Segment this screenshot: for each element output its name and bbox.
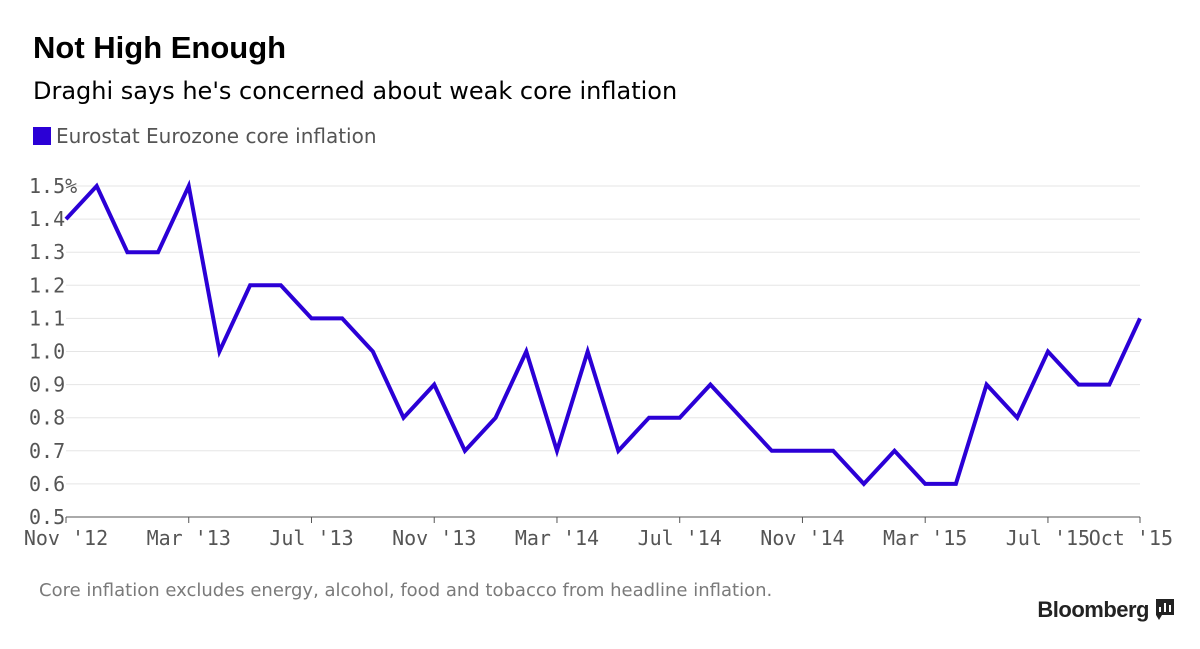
x-tick-label: Nov '14 — [760, 526, 844, 550]
data-point — [371, 350, 375, 354]
y-tick-label: 0.6 — [29, 472, 65, 496]
x-tick-label: Oct '15 — [1089, 526, 1173, 550]
x-tick-label: Jul '14 — [638, 526, 722, 550]
legend-swatch — [33, 127, 51, 145]
data-point — [95, 184, 99, 188]
footnote: Core inflation excludes energy, alcohol,… — [39, 580, 773, 601]
x-tick-label: Mar '14 — [515, 526, 599, 550]
data-point — [1015, 416, 1019, 420]
data-point — [1077, 383, 1081, 387]
y-tick-label: 1.4 — [29, 207, 65, 231]
data-point — [402, 416, 406, 420]
data-point — [862, 482, 866, 486]
y-tick-label: 0.8 — [29, 406, 65, 430]
x-tick-label: Mar '13 — [147, 526, 231, 550]
data-point — [770, 449, 774, 453]
data-point — [248, 283, 252, 287]
source-attribution: Bloomberg — [1037, 597, 1174, 623]
data-point — [678, 416, 682, 420]
source-label: Bloomberg — [1037, 597, 1149, 622]
x-tick-label: Jul '15 — [1006, 526, 1090, 550]
data-point — [340, 316, 344, 320]
x-tick-label: Nov '13 — [392, 526, 476, 550]
data-point — [616, 449, 620, 453]
data-point — [647, 416, 651, 420]
data-point — [893, 449, 897, 453]
x-tick-label: Mar '15 — [883, 526, 967, 550]
x-tick-label: Nov '12 — [24, 526, 108, 550]
legend: Eurostat Eurozone core inflation — [33, 124, 377, 148]
data-point — [217, 350, 221, 354]
data-point — [1046, 350, 1050, 354]
data-point — [524, 350, 528, 354]
data-point — [923, 482, 927, 486]
y-tick-label: 0.9 — [29, 373, 65, 397]
data-point — [309, 316, 313, 320]
bloomberg-logo-icon — [1156, 599, 1174, 620]
data-point — [954, 482, 958, 486]
chart-subtitle: Draghi says he's concerned about weak co… — [33, 77, 678, 105]
y-tick-label: 0.5 — [29, 505, 65, 529]
chart-title: Not High Enough — [33, 30, 287, 65]
data-point — [586, 350, 590, 354]
data-point — [187, 184, 191, 188]
data-point — [125, 250, 129, 254]
y-tick-label: 1.1 — [29, 306, 65, 330]
data-point — [494, 416, 498, 420]
y-tick-label: 1.2 — [29, 273, 65, 297]
data-point — [432, 383, 436, 387]
data-point — [1138, 316, 1142, 320]
data-point — [708, 383, 712, 387]
legend-label: Eurostat Eurozone core inflation — [56, 124, 377, 148]
y-tick-label: 1.5% — [29, 174, 77, 198]
data-point — [279, 283, 283, 287]
data-point — [555, 449, 559, 453]
data-point — [739, 416, 743, 420]
data-point — [463, 449, 467, 453]
data-point — [156, 250, 160, 254]
data-point — [800, 449, 804, 453]
y-tick-label: 1.3 — [29, 240, 65, 264]
data-point — [1107, 383, 1111, 387]
data-point — [985, 383, 989, 387]
data-point — [64, 217, 68, 221]
series-line — [64, 179, 1142, 487]
y-tick-label: 1.0 — [29, 340, 65, 364]
data-point — [831, 449, 835, 453]
x-tick-label: Jul '13 — [269, 526, 353, 550]
y-tick-label: 0.7 — [29, 439, 65, 463]
